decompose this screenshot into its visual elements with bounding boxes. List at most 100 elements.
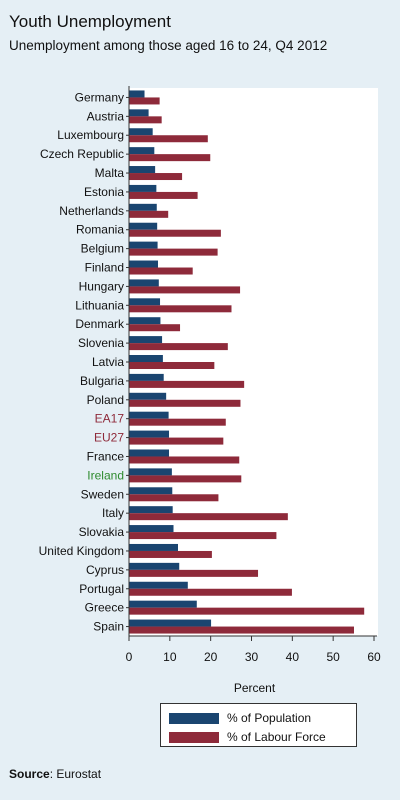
bar-population-lithuania: [129, 298, 161, 306]
bar-labour-force-denmark: [129, 324, 181, 332]
bar-population-cyprus: [129, 562, 180, 570]
bar-labour-force-slovakia: [129, 532, 277, 540]
category-label-bulgaria: Bulgaria: [80, 374, 124, 388]
bar-labour-force-luxembourg: [129, 135, 208, 143]
legend-item-population: % of Population: [169, 711, 311, 725]
bar-labour-force-france: [129, 456, 240, 464]
bar-population-spain: [129, 619, 212, 627]
category-label-slovenia: Slovenia: [78, 336, 124, 350]
bar-population-netherlands: [129, 203, 157, 211]
bar-population-luxembourg: [129, 128, 153, 136]
bar-population-portugal: [129, 581, 188, 589]
bar-population-eu27: [129, 430, 170, 438]
bar-population-sweden: [129, 487, 173, 495]
x-axis-label: Percent: [234, 681, 276, 695]
bar-population-ea17: [129, 411, 169, 419]
category-label-poland: Poland: [87, 393, 124, 407]
bar-labour-force-netherlands: [129, 210, 169, 218]
bar-labour-force-poland: [129, 399, 241, 407]
category-label-netherlands: Netherlands: [59, 204, 124, 218]
x-tick-label: 50: [326, 650, 340, 664]
x-tick-label: 40: [286, 650, 300, 664]
bar-labour-force-hungary: [129, 286, 241, 294]
bar-labour-force-italy: [129, 513, 288, 521]
x-tick-label: 0: [126, 650, 133, 664]
bar-population-czech-republic: [129, 147, 155, 155]
bar-population-belgium: [129, 241, 158, 249]
bar-labour-force-cyprus: [129, 569, 259, 577]
category-label-lithuania: Lithuania: [75, 298, 124, 312]
bar-population-denmark: [129, 317, 161, 325]
category-label-portugal: Portugal: [79, 582, 124, 596]
category-label-estonia: Estonia: [84, 185, 124, 199]
bar-labour-force-slovenia: [129, 343, 228, 351]
bar-population-bulgaria: [129, 373, 164, 381]
legend-swatch-population: [169, 712, 219, 724]
bar-labour-force-united-kingdom: [129, 550, 212, 558]
bar-population-malta: [129, 166, 156, 174]
bar-labour-force-spain: [129, 626, 354, 634]
category-label-romania: Romania: [76, 223, 124, 237]
bar-population-austria: [129, 109, 149, 117]
bar-chart: Germany Austria Luxembourg Czech Republic Ma…: [39, 86, 381, 695]
category-label-italy: Italy: [102, 506, 124, 520]
bar-labour-force-malta: [129, 173, 183, 181]
bar-labour-force-bulgaria: [129, 380, 245, 388]
x-tick-label: 30: [245, 650, 259, 664]
source-text: : Eurostat: [49, 767, 102, 781]
bar-population-estonia: [129, 184, 157, 192]
bar-labour-force-eu27: [129, 437, 224, 445]
category-label-united-kingdom: United Kingdom: [39, 544, 124, 558]
bar-labour-force-ea17: [129, 418, 226, 426]
bar-population-poland: [129, 392, 167, 400]
category-label-slovakia: Slovakia: [79, 525, 125, 539]
bar-population-slovakia: [129, 525, 174, 533]
category-label-cyprus: Cyprus: [86, 563, 124, 577]
bar-population-finland: [129, 260, 158, 268]
source-label: Source: [9, 767, 50, 781]
bar-population-italy: [129, 506, 173, 514]
bar-population-united-kingdom: [129, 543, 178, 551]
bar-population-latvia: [129, 355, 163, 362]
category-label-belgium: Belgium: [81, 242, 124, 256]
x-tick-label: 10: [163, 650, 177, 664]
chart-title: Youth Unemployment: [9, 12, 171, 31]
bar-population-hungary: [129, 279, 159, 287]
bar-labour-force-austria: [129, 116, 162, 124]
category-label-finland: Finland: [85, 261, 124, 275]
legend-label-population: % of Population: [227, 711, 312, 725]
chart-subtitle: Unemployment among those aged 16 to 24, …: [9, 38, 328, 53]
bar-labour-force-estonia: [129, 191, 198, 199]
category-label-hungary: Hungary: [79, 279, 124, 293]
bar-labour-force-czech-republic: [129, 154, 211, 162]
bar-population-france: [129, 449, 170, 457]
category-label-eu27: EU27: [94, 431, 124, 445]
legend-label-labour-force: % of Labour Force: [227, 730, 326, 744]
bar-labour-force-ireland: [129, 475, 242, 483]
category-label-ea17: EA17: [95, 412, 125, 426]
category-label-austria: Austria: [87, 109, 125, 123]
category-label-czech-republic: Czech Republic: [40, 147, 124, 161]
source-note: Source: Eurostat: [9, 767, 101, 781]
bar-population-germany: [129, 90, 145, 98]
bar-population-slovenia: [129, 336, 163, 344]
category-label-france: France: [87, 449, 125, 463]
category-label-sweden: Sweden: [81, 487, 124, 501]
bar-labour-force-greece: [129, 607, 365, 615]
chart-legend: % of Population % of Labour Force: [160, 703, 357, 747]
bar-labour-force-germany: [129, 97, 160, 105]
bar-labour-force-sweden: [129, 494, 219, 502]
category-label-denmark: Denmark: [75, 317, 125, 331]
bar-population-ireland: [129, 468, 172, 476]
category-label-ireland: Ireland: [87, 468, 124, 482]
x-tick-label: 60: [367, 650, 381, 664]
x-tick-label: 20: [204, 650, 218, 664]
bar-labour-force-portugal: [129, 588, 292, 596]
category-label-malta: Malta: [95, 166, 125, 180]
category-label-latvia: Latvia: [92, 355, 124, 369]
bar-labour-force-belgium: [129, 248, 218, 256]
legend-swatch-labour-force: [169, 731, 219, 743]
bar-population-greece: [129, 600, 197, 608]
bar-population-romania: [129, 222, 158, 230]
bar-labour-force-romania: [129, 229, 221, 237]
